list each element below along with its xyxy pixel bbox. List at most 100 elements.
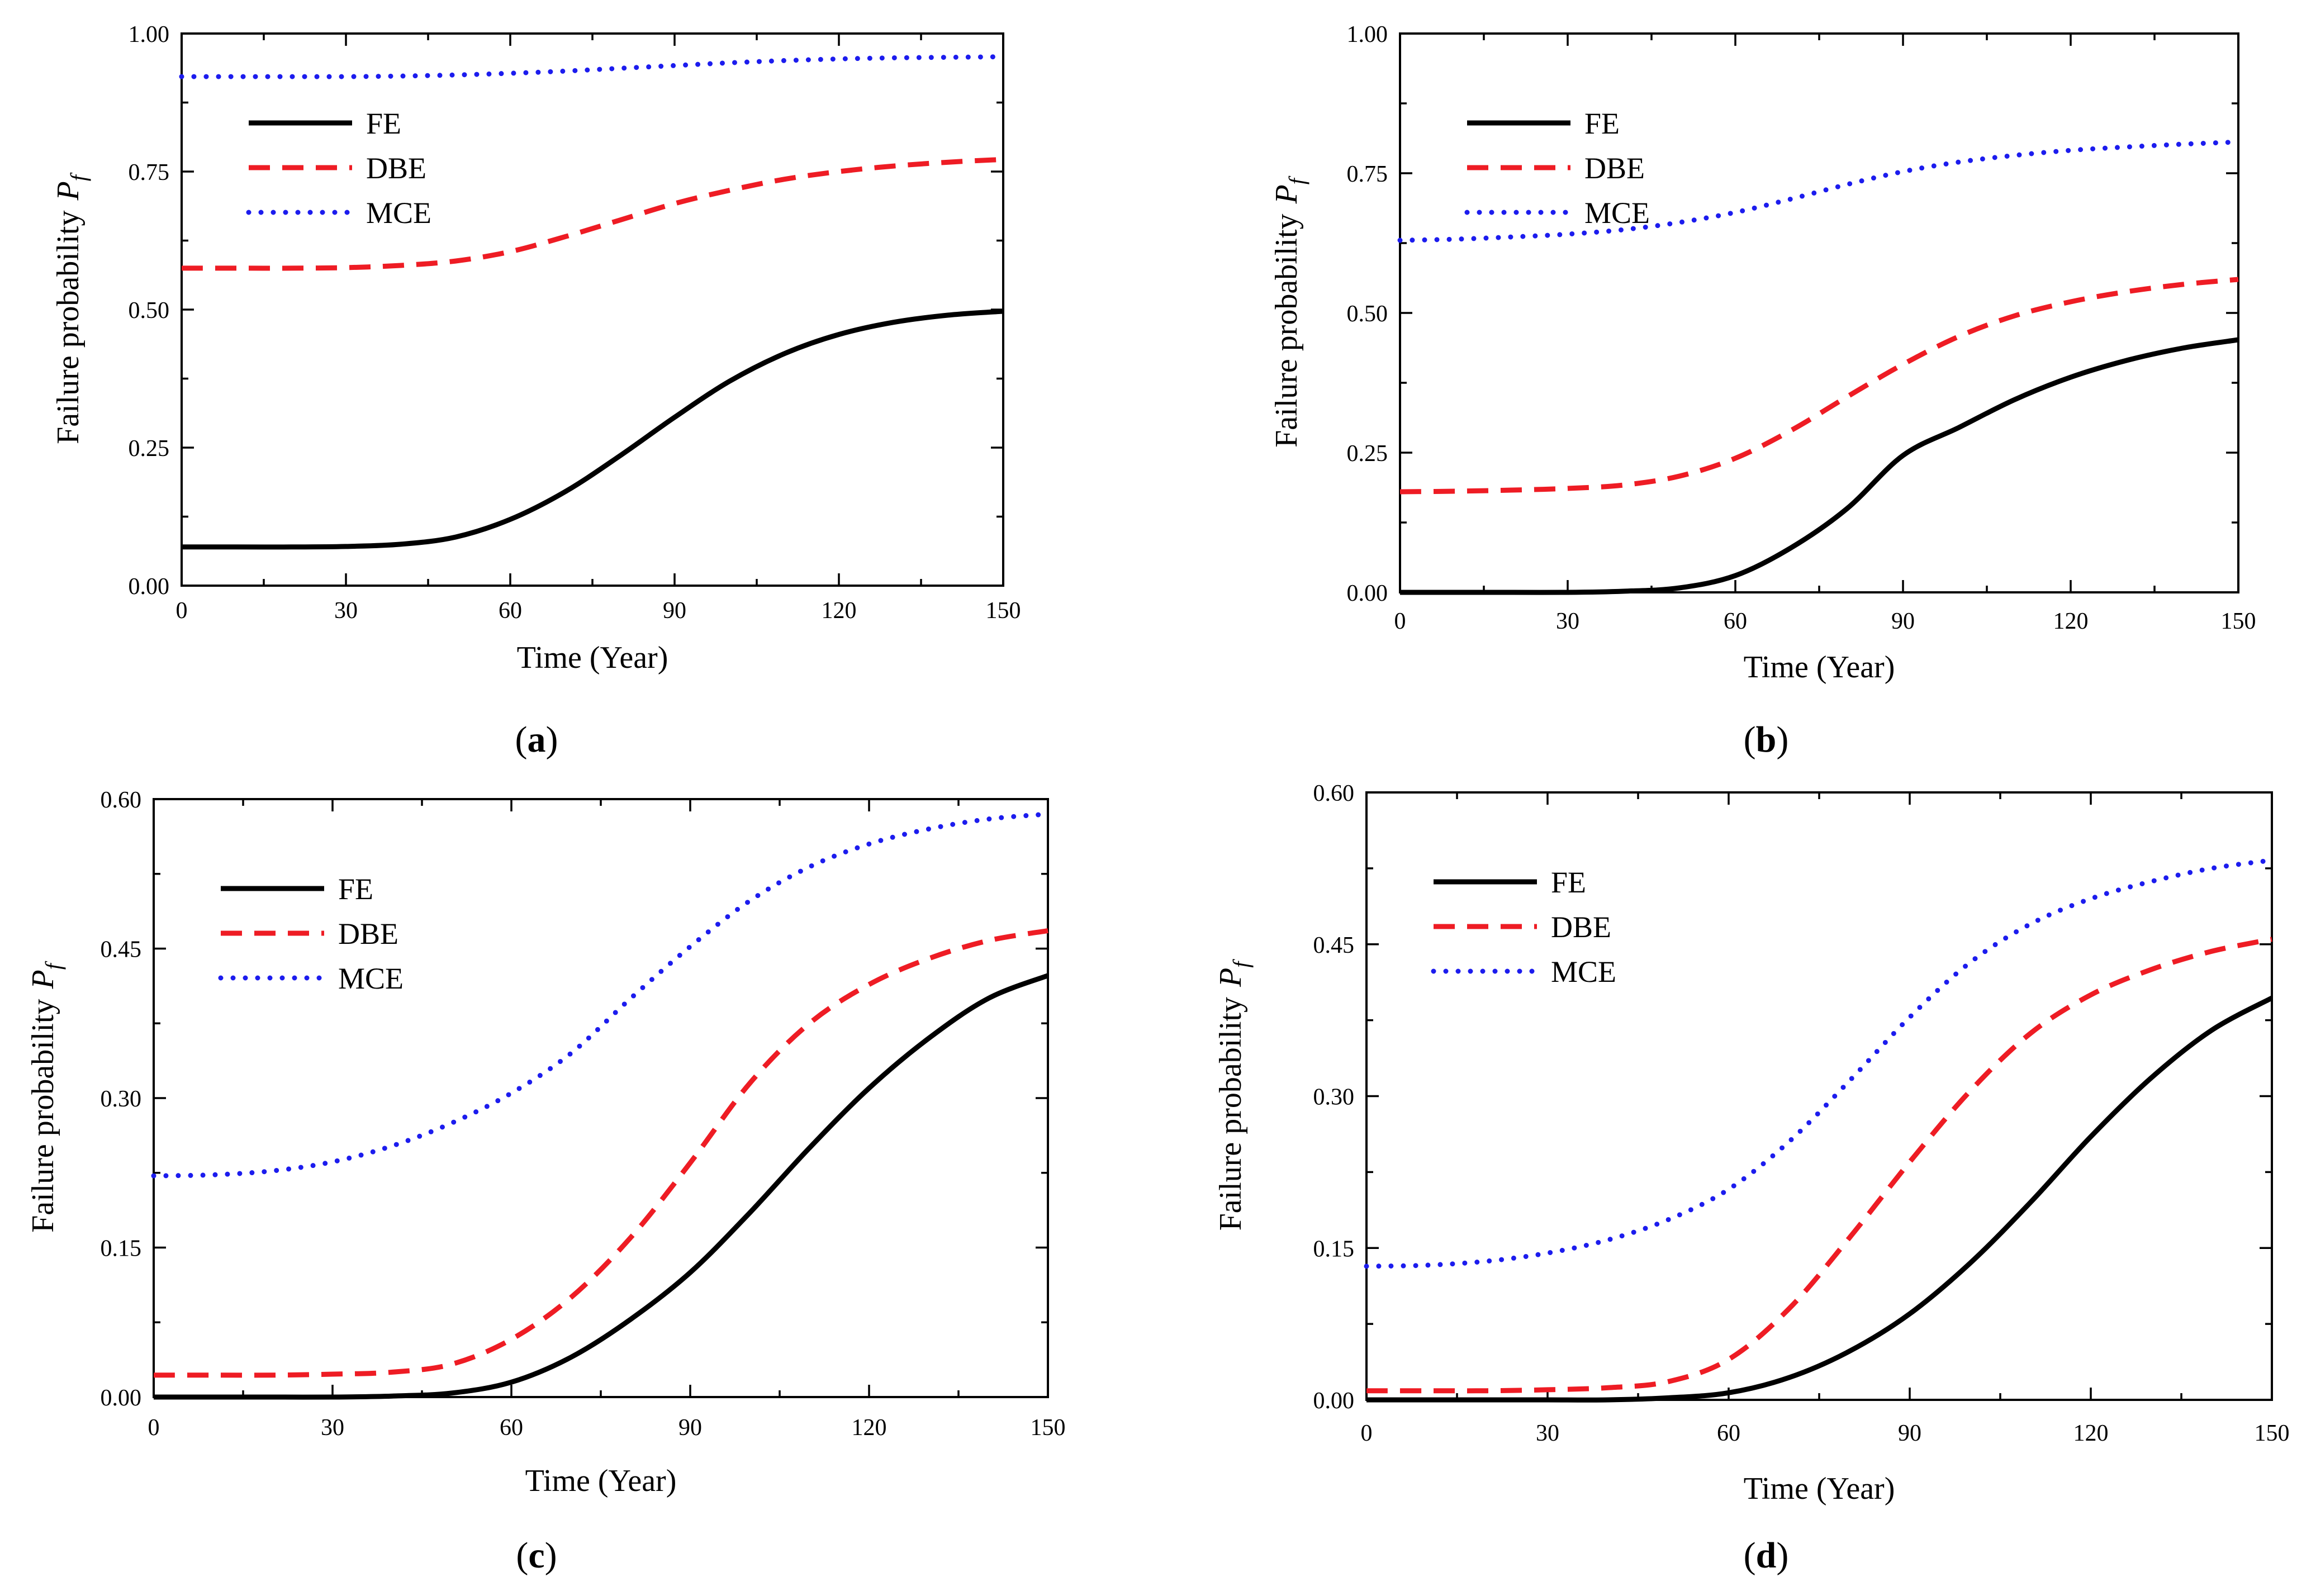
- y-axis-title-symbol: P: [1269, 184, 1304, 204]
- panel-caption-open: (: [515, 719, 528, 760]
- legend-label-fe: FE: [338, 872, 373, 906]
- y-tick-label: 0.50: [1347, 301, 1388, 327]
- legend-label-mce: MCE: [1551, 955, 1616, 989]
- y-tick-label: 0.25: [1347, 441, 1388, 467]
- y-tick-label: 0.45: [1313, 933, 1355, 958]
- y-tick-label: 0.45: [101, 937, 142, 963]
- x-axis-title: Time (Year): [525, 1464, 677, 1498]
- y-axis-title-subscript: f: [66, 172, 91, 181]
- legend-label-fe: FE: [366, 107, 401, 140]
- y-axis-title: Failure probability Pf: [26, 961, 66, 1233]
- y-axis-title-symbol: P: [51, 181, 86, 201]
- y-axis-title: Failure probability Pf: [51, 172, 91, 444]
- series-line-fe: [154, 973, 1049, 1400]
- x-tick-label: 0: [1394, 609, 1406, 634]
- y-axis-title-subscript: f: [1228, 959, 1254, 968]
- series-line-mce: [151, 811, 1051, 1179]
- y-axis-title-subscript: f: [41, 961, 66, 970]
- legend-label-dbe: DBE: [1584, 151, 1645, 185]
- panel-caption-open: (: [1744, 1535, 1756, 1576]
- x-tick-label: 150: [986, 598, 1021, 624]
- x-axis-title: Time (Year): [1744, 1471, 1895, 1506]
- x-tick-label: 30: [321, 1415, 344, 1441]
- y-tick-label: 0.30: [101, 1086, 142, 1112]
- series-line-dbe: [1399, 277, 2239, 495]
- legend-label-fe: FE: [1584, 107, 1620, 140]
- x-tick-label: 0: [1361, 1421, 1373, 1446]
- series-line-mce: [179, 54, 1006, 79]
- y-tick-label: 0.25: [129, 436, 170, 462]
- chart-panel-a: 0 30 60 90 120 150 0.00 0.25 0.50 0.75 1.00 Time (Y…: [51, 22, 1021, 760]
- plot-frame: [1399, 32, 2239, 593]
- x-tick-label: 120: [822, 598, 857, 624]
- x-tick-label: 60: [499, 598, 522, 624]
- y-tick-label: 0.00: [1347, 581, 1388, 606]
- x-tick-label: 120: [2053, 609, 2089, 634]
- x-axis-title: Time (Year): [517, 640, 668, 675]
- y-tick-label: 0.30: [1313, 1085, 1355, 1110]
- y-tick-label: 0.15: [101, 1236, 142, 1262]
- y-axis-title-subscript: f: [1284, 175, 1309, 184]
- series-line-dbe: [182, 156, 1004, 271]
- x-tick-label: 30: [1556, 609, 1579, 634]
- series-line-dbe: [154, 928, 1048, 1378]
- series-line-fe: [182, 308, 1004, 550]
- panel-caption-open: (: [1744, 719, 1756, 760]
- panel-caption-open: (: [516, 1535, 528, 1576]
- y-tick-label: 0.00: [129, 574, 170, 600]
- x-tick-label: 0: [176, 598, 188, 624]
- y-tick-label: 0.00: [101, 1385, 142, 1411]
- legend-label-dbe: DBE: [338, 917, 398, 951]
- y-tick-label: 1.00: [129, 22, 170, 48]
- y-tick-label: 0.00: [1313, 1388, 1355, 1414]
- y-axis-title-symbol: P: [26, 970, 60, 989]
- y-tick-label: 0.60: [1313, 781, 1355, 806]
- panel-caption-label: b: [1756, 719, 1777, 760]
- chart-panel-c: 0 30 60 90 120 150 0.00 0.15 0.30 0.45 0.60 Time (Y…: [26, 787, 1066, 1576]
- x-tick-label: 120: [2073, 1421, 2109, 1446]
- x-tick-label: 30: [1536, 1421, 1559, 1446]
- y-axis-title-text: Failure probability: [1213, 997, 1248, 1231]
- x-tick-label: 0: [148, 1415, 160, 1441]
- series-line-fe: [1399, 337, 2239, 595]
- legend-label-dbe: DBE: [366, 151, 426, 185]
- chart-panel-d: 0 30 60 90 120 150 0.00 0.15 0.30 0.45 0.60 Time (Y…: [1213, 781, 2290, 1576]
- x-tick-label: 60: [1724, 609, 1747, 634]
- y-tick-label: 0.50: [129, 298, 170, 324]
- x-axis-title: Time (Year): [1744, 650, 1895, 685]
- x-tick-label: 60: [500, 1415, 523, 1441]
- y-tick-label: 0.15: [1313, 1236, 1355, 1262]
- series-line-fe: [1366, 995, 2274, 1403]
- legend-label-mce: MCE: [1584, 196, 1650, 230]
- panel-caption-label: d: [1756, 1535, 1777, 1576]
- series-line-mce: [1364, 857, 2275, 1269]
- y-axis-title-text: Failure probability: [26, 999, 60, 1232]
- x-tick-label: 90: [1898, 1421, 1921, 1446]
- x-tick-label: 120: [852, 1415, 887, 1441]
- panel-caption-close: ): [545, 1535, 557, 1576]
- y-tick-label: 1.00: [1347, 22, 1388, 48]
- legend-label-dbe: DBE: [1551, 910, 1611, 944]
- y-axis-title-symbol: P: [1213, 968, 1248, 987]
- panel-caption-label: a: [528, 719, 546, 760]
- chart-panel-b: 0 30 60 90 120 150 0.00 0.25 0.50 0.75 1.00 Time (Y…: [1269, 22, 2256, 760]
- y-axis-title: Failure probability Pf: [1213, 959, 1254, 1231]
- legend-label-fe: FE: [1551, 866, 1586, 899]
- panel-caption: (c): [516, 1535, 557, 1576]
- y-axis-title-text: Failure probability: [51, 210, 86, 444]
- panel-caption-close: ): [546, 719, 558, 760]
- y-tick-label: 0.60: [101, 787, 142, 813]
- x-tick-label: 150: [2221, 609, 2256, 634]
- x-tick-label: 90: [678, 1415, 702, 1441]
- x-tick-label: 90: [663, 598, 686, 624]
- x-tick-label: 150: [2255, 1421, 2290, 1446]
- y-axis-title-text: Failure probability: [1269, 213, 1304, 447]
- legend-label-mce: MCE: [366, 196, 431, 230]
- plot-frame: [181, 32, 1004, 587]
- panel-caption: (d): [1744, 1535, 1789, 1576]
- x-tick-label: 30: [334, 598, 358, 624]
- panel-caption: (a): [515, 719, 558, 760]
- x-tick-label: 150: [1031, 1415, 1066, 1441]
- panel-caption-close: ): [1776, 1535, 1788, 1576]
